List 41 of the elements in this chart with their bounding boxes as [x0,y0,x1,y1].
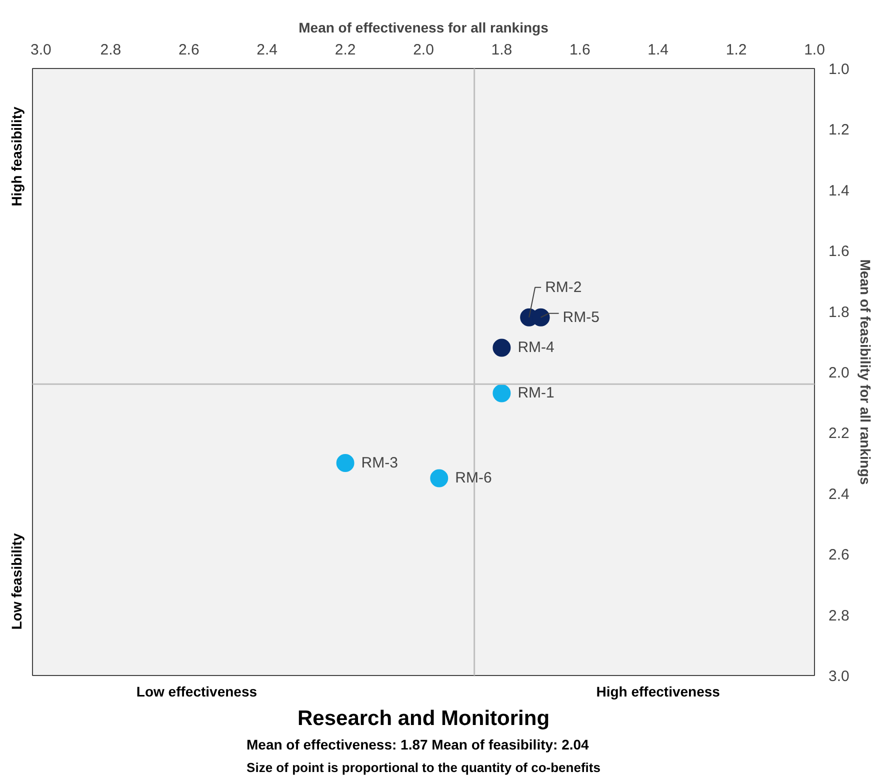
text: Mean of effectiveness: 1.87 Mean of feasibility: 2.04 [246,736,590,752]
annotation: RM-6 [455,470,492,487]
text: Size of point is proportional to the quantity of co-benefits [246,760,600,775]
y-tick-label: 2.6 [828,546,850,564]
x-tick-label: 1.2 [726,42,747,58]
x-tick-label: 2.6 [178,42,200,58]
y-axis-title: Mean of feasibility for all rankings [857,259,874,486]
point [492,384,511,402]
y-tick-label: 2.2 [828,425,850,442]
y-tick-label: 3.0 [828,668,850,685]
y-tick-label: 1.0 [828,61,850,78]
x-tick-label: 1.8 [491,42,512,58]
text: High effectiveness [596,684,720,700]
y-tick-label: 2.8 [828,607,850,624]
annotation: RM-3 [361,454,398,472]
point [336,454,354,472]
y-tick-label: 2.4 [828,486,850,503]
y-tick-label: 1.4 [828,182,850,200]
y-tick-label: 1.2 [828,122,850,139]
x-tick-label: 2.8 [100,42,122,58]
text: High feasibility [8,106,24,206]
y-tick-label: 1.6 [828,243,850,260]
point [492,338,511,357]
annotation: RM-1 [518,384,554,402]
text: Research and Monitoring [297,707,550,730]
annotation: RM-2 [545,278,582,296]
text: Low feasibility [8,532,24,630]
text: Low effectiveness [136,684,258,700]
x-tick-label: 1.0 [804,42,825,58]
x-tick-label: 2.4 [256,42,278,58]
x-tick-label: 2.0 [413,42,434,58]
x-tick-label: 3.0 [30,42,52,58]
point [430,469,448,488]
annotation: RM-5 [562,308,600,326]
x-tick-label: 2.2 [334,42,356,58]
x-tick-label: 1.6 [569,42,590,58]
y-tick-label: 1.8 [828,304,850,321]
annotation: RM-4 [518,339,554,356]
x-axis-title: Mean of effectiveness for all rankings [298,20,549,36]
x-tick-label: 1.4 [648,42,669,58]
y-tick-label: 2.0 [828,364,850,382]
